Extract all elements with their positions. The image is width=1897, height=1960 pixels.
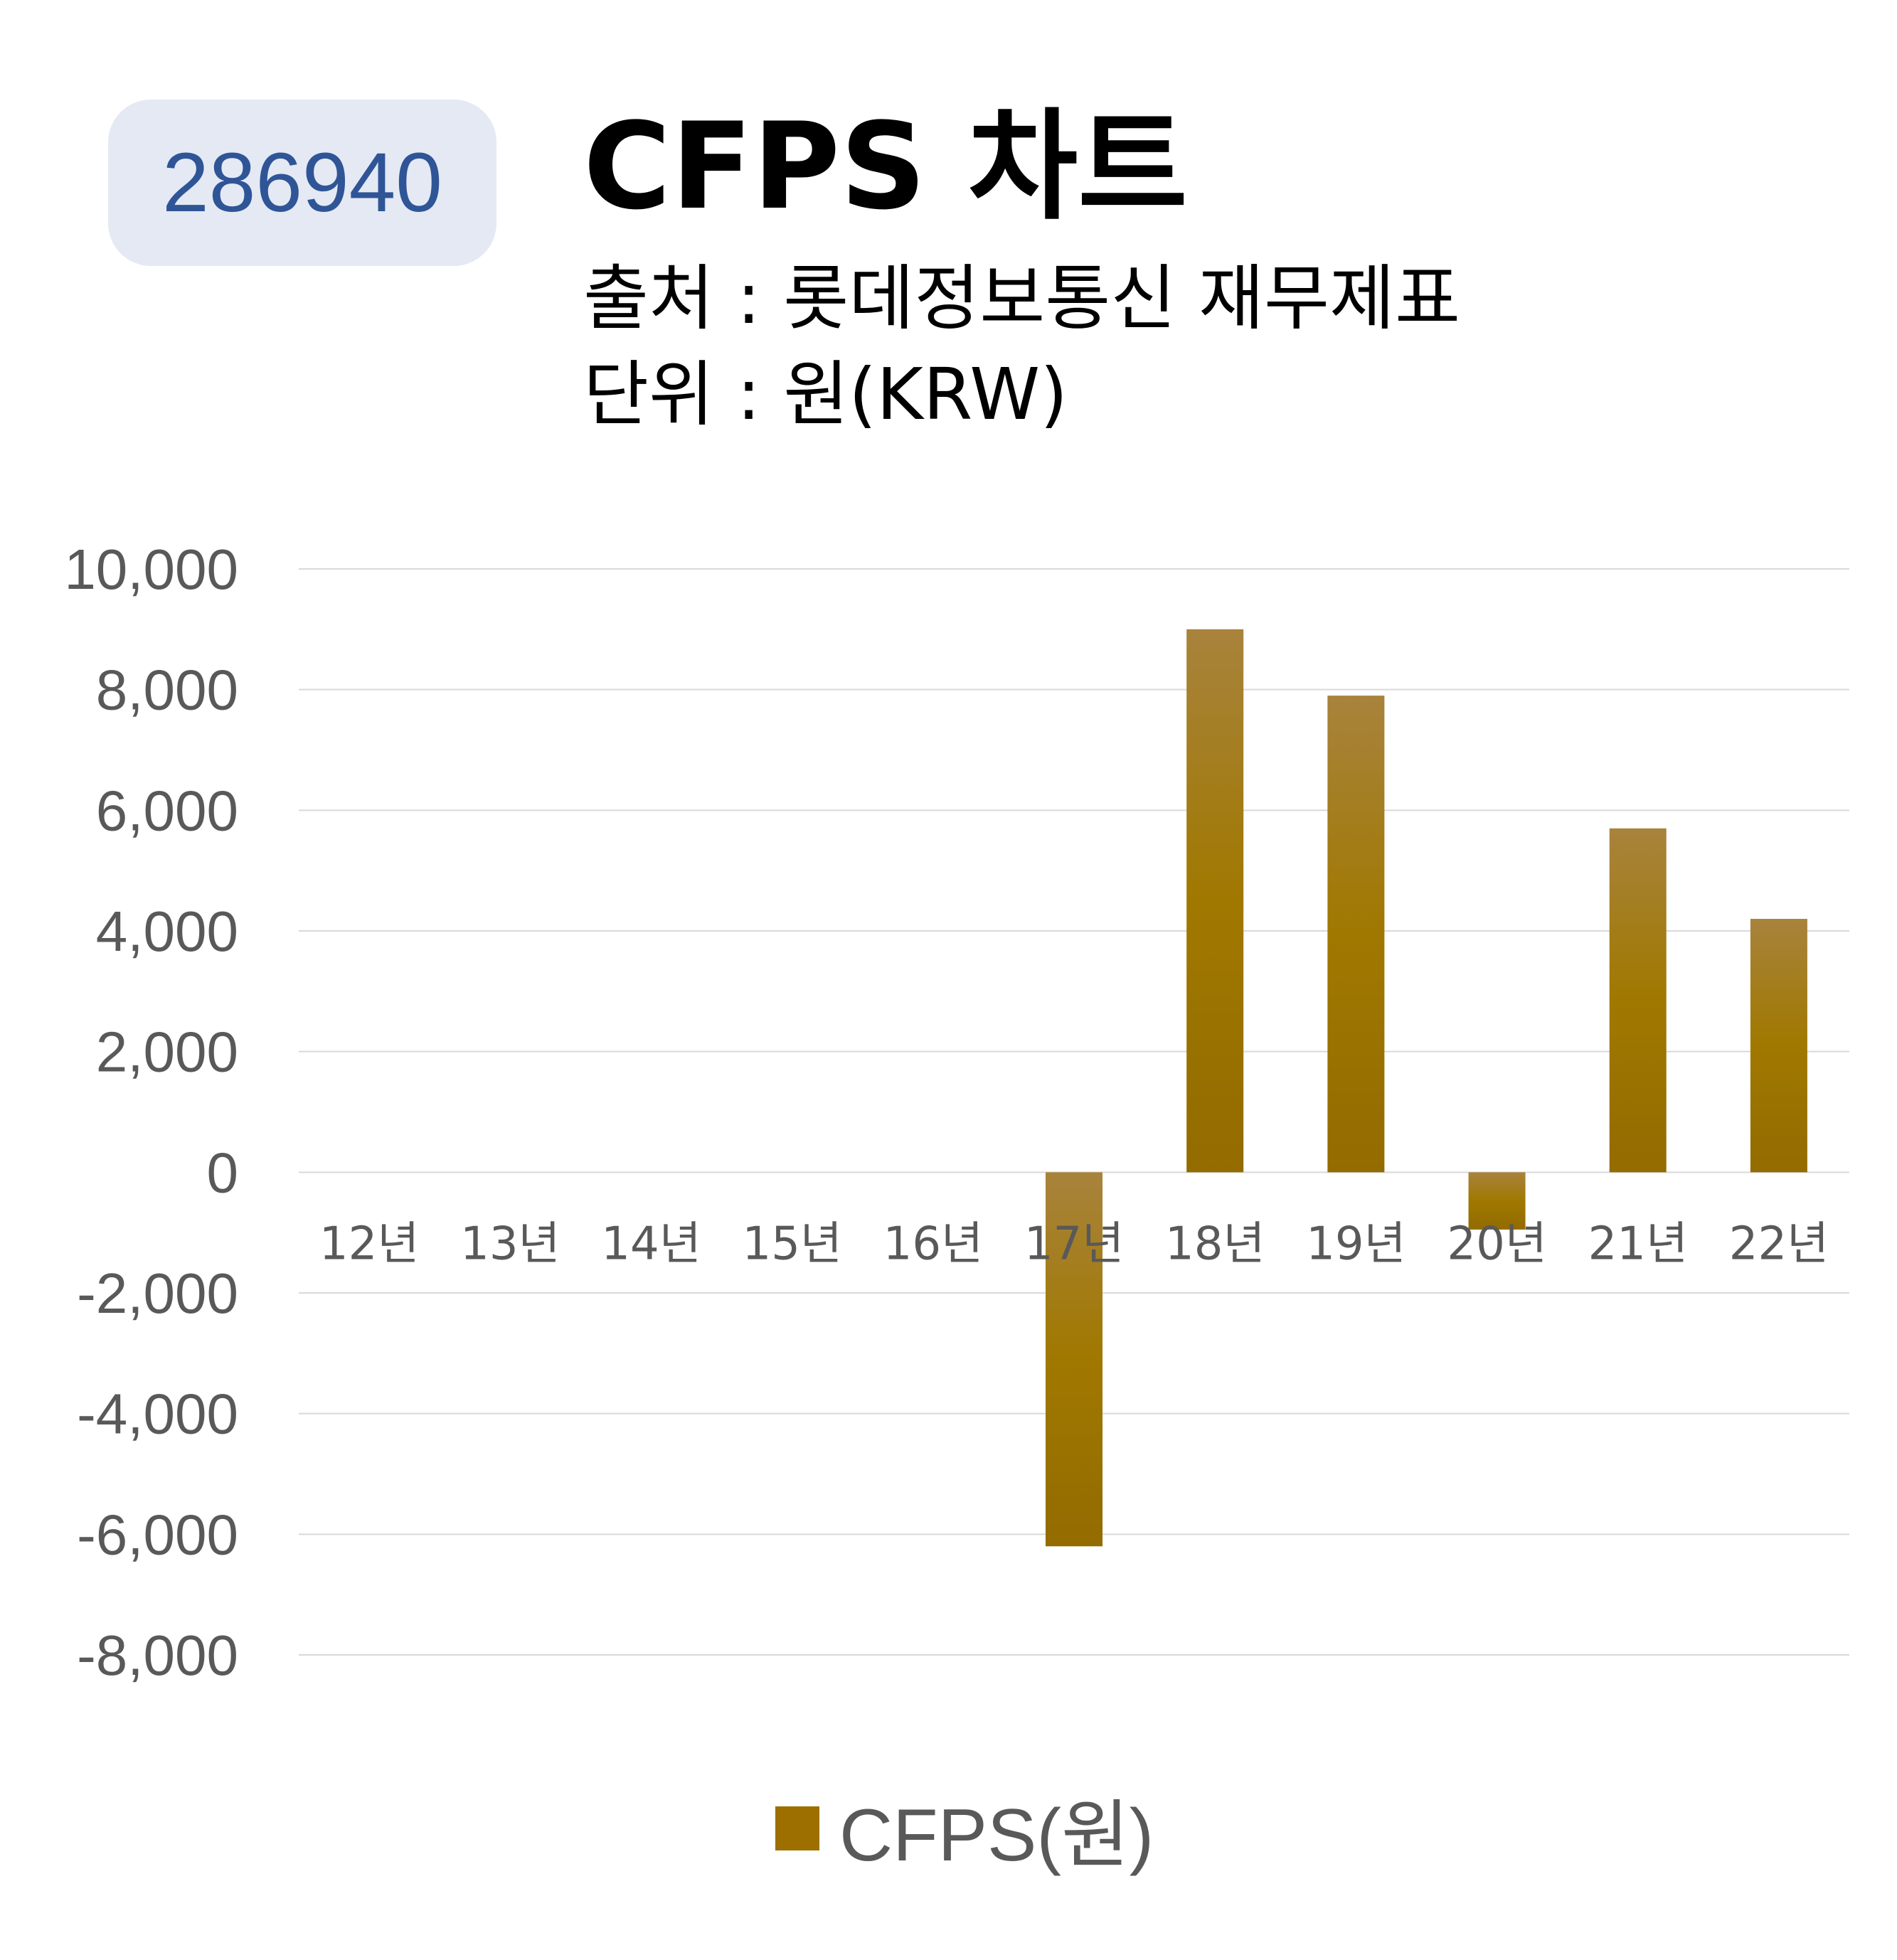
x-tick-label: 16년 — [883, 1218, 983, 1270]
legend-swatch — [775, 1806, 819, 1850]
stock-code-badge: 286940 — [108, 100, 496, 266]
x-tick-label: 15년 — [742, 1218, 841, 1270]
chart-title: CFPS 차트 — [583, 97, 1188, 236]
legend: CFPS(원) — [775, 1774, 1154, 1882]
x-tick-label: 19년 — [1306, 1218, 1406, 1270]
legend-label: CFPS(원) — [839, 1794, 1154, 1877]
x-tick-label: 13년 — [460, 1218, 560, 1270]
x-tick-label: 22년 — [1729, 1218, 1829, 1270]
bar-21년 — [1609, 828, 1667, 1173]
y-tick-label: 10,000 — [64, 538, 238, 601]
x-tick-label: 18년 — [1165, 1218, 1265, 1270]
y-tick-label: 0 — [207, 1141, 239, 1204]
bar-20년 — [1468, 1172, 1526, 1230]
x-tick-label: 20년 — [1447, 1218, 1546, 1270]
x-tick-label: 21년 — [1588, 1218, 1688, 1270]
bar-18년 — [1186, 629, 1244, 1173]
x-tick-label: 14년 — [601, 1218, 701, 1270]
bars — [1046, 629, 1807, 1547]
y-tick-label: 8,000 — [96, 659, 238, 722]
y-tick-label: 6,000 — [96, 779, 238, 842]
y-tick-label: 4,000 — [96, 900, 238, 963]
bar-22년 — [1750, 919, 1807, 1173]
y-tick-label: -2,000 — [77, 1262, 238, 1325]
y-tick-label: -6,000 — [77, 1503, 238, 1566]
y-tick-label: -8,000 — [77, 1624, 238, 1687]
stock-code: 286940 — [162, 136, 442, 230]
y-tick-label: 2,000 — [96, 1021, 238, 1084]
x-tick-label: 12년 — [319, 1218, 419, 1270]
bar-17년 — [1046, 1172, 1102, 1547]
unit-line: 단위 : 원(KRW) — [583, 353, 1068, 436]
x-axis-ticks: 12년 13년 14년 15년 16년 17년 18년 19년 20년 21년 22년 — [319, 1218, 1829, 1270]
source-line: 출처 : 롯데정보통신 재무제표 — [583, 257, 1461, 340]
y-axis-ticks: 10,000 8,000 6,000 4,000 2,000 0 -2,000 -4,000 -… — [64, 538, 238, 1687]
bar-19년 — [1327, 696, 1385, 1173]
x-tick-label: 17년 — [1024, 1218, 1124, 1270]
y-tick-label: -4,000 — [77, 1383, 238, 1446]
